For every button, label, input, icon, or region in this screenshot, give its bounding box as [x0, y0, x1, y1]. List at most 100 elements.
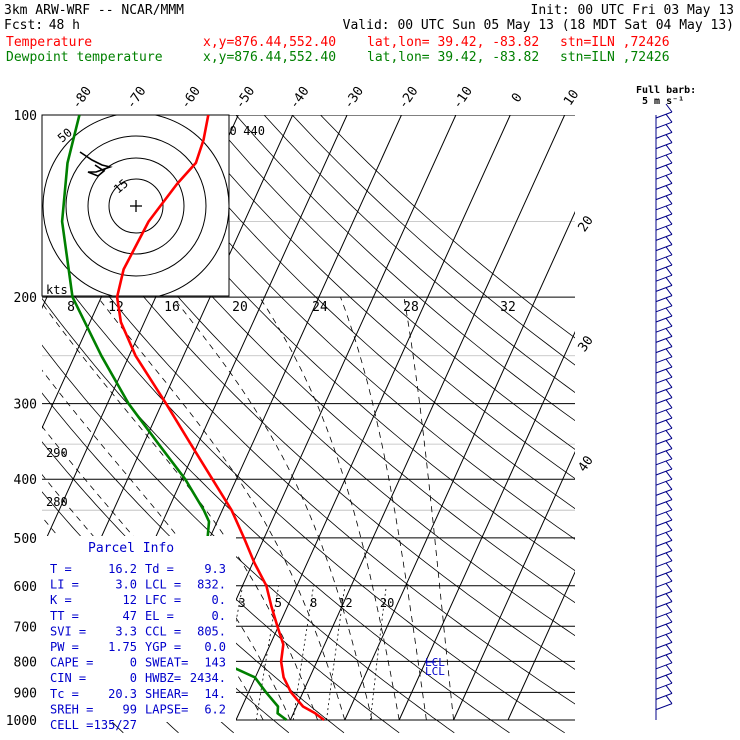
- dry-adiabat: [42, 119, 575, 637]
- parcel-info-value: 9.3: [204, 562, 226, 576]
- wind-barb: [665, 287, 673, 296]
- parcel-info-value: 6.2: [204, 702, 226, 716]
- wind-barb: [655, 652, 673, 660]
- wind-barb: [655, 142, 673, 150]
- wind-barb: [655, 254, 673, 262]
- wind-barb: [665, 674, 673, 684]
- wind-barb: [655, 356, 673, 364]
- parcel-info-value: 12: [123, 593, 137, 607]
- isotherm-label: -20: [396, 84, 422, 112]
- wind-barb: [665, 338, 673, 347]
- wind-barb: [665, 389, 673, 398]
- wind-barb: [665, 226, 673, 235]
- isotherm-label: 20: [575, 213, 596, 234]
- wind-barb: [655, 509, 673, 517]
- parcel-info-value: 1.75: [108, 640, 137, 654]
- barb-key-value: 5 m s⁻¹: [642, 96, 684, 107]
- wind-barb: [655, 539, 673, 547]
- wind-barb: [665, 460, 673, 470]
- hodograph-ring: [108, 178, 164, 234]
- wind-barb: [665, 175, 673, 184]
- parcel-info-title: Parcel Info: [88, 541, 174, 556]
- isotherm: [235, 115, 511, 721]
- lcl-marker: LCL LCL: [425, 656, 445, 678]
- moist-adiabat: [259, 296, 400, 721]
- barb-key-title: Full barb:: [636, 85, 696, 96]
- parcel-info-value: 16.2: [108, 562, 137, 576]
- wind-barb: [655, 223, 673, 231]
- hodograph-scale-label: 8: [67, 300, 75, 315]
- legend-station-dew: stn=ILN ,72426: [560, 50, 670, 65]
- isotherm: [344, 210, 575, 721]
- wind-barb: [655, 111, 673, 119]
- parcel-info-value: 135/27: [94, 718, 137, 732]
- hodograph-ring: [65, 135, 207, 277]
- wind-barb: [655, 692, 673, 700]
- wind-barb: [665, 185, 673, 194]
- moist-adiabat: [340, 296, 427, 721]
- wind-barb: [655, 672, 673, 680]
- legend-latlon-temp: lat,lon= 39.42, -83.82: [367, 35, 539, 50]
- isotherm-label: -70: [124, 84, 150, 112]
- wind-barb: [655, 590, 673, 598]
- wind-barb: [665, 246, 673, 256]
- wind-barb: [665, 277, 673, 286]
- wind-barb: [665, 154, 673, 164]
- pressure-tick-label: 400: [14, 473, 37, 488]
- isotherm-label: -10: [450, 84, 476, 112]
- dry-adiabat: [151, 115, 575, 510]
- pressure-tick-label: 700: [14, 620, 37, 635]
- pressure-tick-label: 200: [14, 291, 37, 306]
- hodograph-kts-label: kts: [46, 283, 68, 297]
- wind-barb: [665, 511, 673, 521]
- isotherm: [289, 115, 566, 721]
- wind-barb: [665, 113, 673, 123]
- wind-barb: [665, 562, 673, 572]
- forecast-label: Fcst:: [4, 18, 43, 33]
- isotherm: [453, 450, 575, 721]
- mixing-ratio-label: 8: [310, 596, 317, 610]
- dry-adiabat: [320, 115, 575, 339]
- wind-barb: [655, 417, 673, 425]
- wind-barb: [665, 144, 673, 154]
- wind-barb: [665, 348, 673, 358]
- wind-barb: [665, 205, 673, 215]
- parcel-info-label: SHEAR=: [145, 687, 188, 701]
- wind-barb: [655, 560, 673, 568]
- wind-barb: [665, 695, 673, 704]
- wind-barb: [655, 641, 673, 649]
- dry-adiabat: [263, 115, 575, 394]
- hodograph-ring: [87, 157, 185, 255]
- wind-barb: [655, 274, 673, 282]
- wind-barb: [655, 448, 673, 456]
- parcel-info-value: 3.0: [115, 578, 137, 592]
- moist-adiabat: [42, 302, 318, 721]
- hodograph-ring-outer: [42, 115, 229, 296]
- parcel-info-label: SREH =: [50, 702, 93, 716]
- wind-barb: [665, 419, 673, 429]
- wind-barb: [665, 532, 673, 541]
- parcel-info-label: EL =: [145, 609, 174, 623]
- pressure-tick-label: 600: [14, 580, 37, 595]
- parcel-info-label: LAPSE=: [145, 702, 188, 716]
- wind-barb: [655, 172, 673, 180]
- wind-barb: [655, 631, 673, 639]
- hodograph-scale-label: 20: [232, 300, 248, 315]
- isotherm-label: -60: [178, 84, 204, 112]
- forecast-hour: 48 h: [49, 18, 80, 33]
- wind-barb: [655, 499, 673, 507]
- hodograph-scale-label: 12: [108, 300, 124, 315]
- init-time: Init: 00 UTC Fri 03 May 13: [531, 3, 735, 18]
- wind-barb: [665, 481, 673, 490]
- lcl-label-1: LCL: [425, 656, 445, 669]
- dry-adiabat: [179, 115, 575, 480]
- wind-barb: [655, 703, 673, 711]
- wind-barb: [665, 164, 673, 174]
- pressure-tick-label: 500: [14, 532, 37, 547]
- wind-barb: [665, 368, 673, 378]
- parcel-info-value: 0.: [212, 593, 226, 607]
- wind-barb: [665, 195, 673, 205]
- wind-barb: [665, 440, 673, 449]
- parcel-info-value: 0: [130, 671, 137, 685]
- wind-barb: [655, 397, 673, 405]
